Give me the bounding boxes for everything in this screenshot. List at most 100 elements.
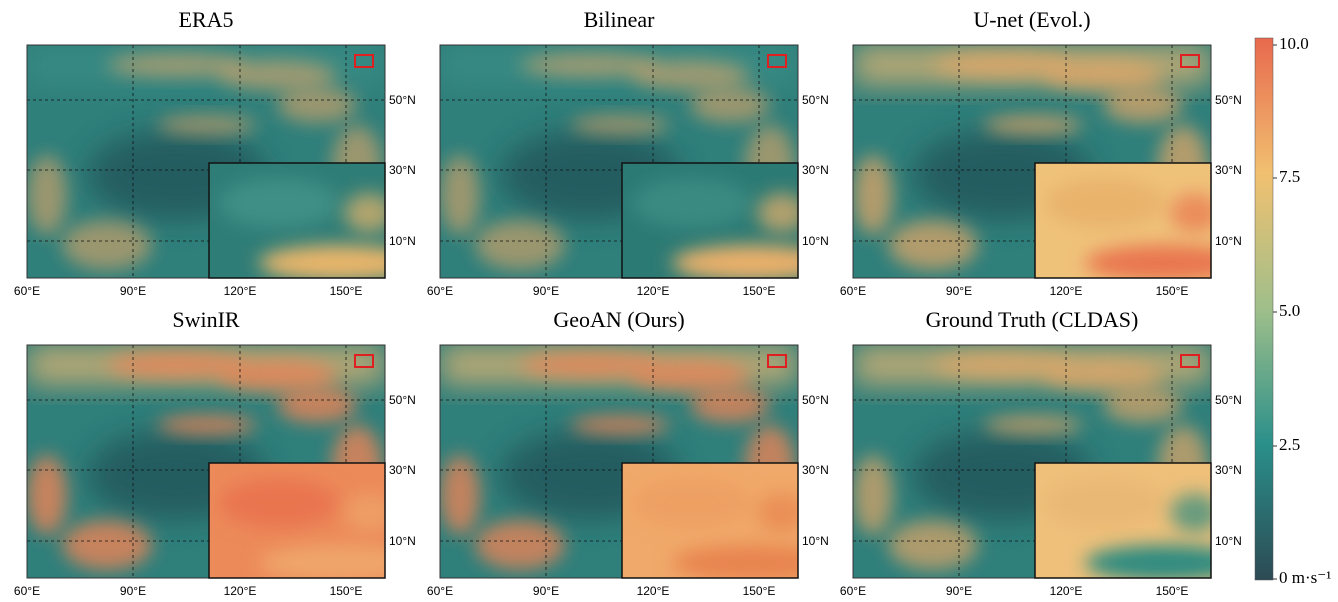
map-blob [570,115,670,135]
map-panel: GeoAN (Ours) 50°N 30°N 10°N 60°E 90°E 120°E 150… [427,307,832,598]
inset-blob [672,545,832,581]
panel-title: U-net (Evol.) [973,7,1090,32]
map-blob [440,455,480,535]
lon-label: 60°E [14,584,40,598]
panel-title: ERA5 [179,7,234,32]
colorbar-label: 2.5 [1279,435,1300,454]
map-blob [853,455,893,535]
lat-label: 30°N [1215,163,1242,177]
lat-label: 50°N [802,93,829,107]
map-blob [933,53,1073,77]
inset-blob [1085,245,1245,281]
inset-image [209,163,419,281]
inset-image [622,463,832,581]
map-blob [475,220,565,270]
lat-label: 10°N [389,534,416,548]
lon-label: 150°E [330,584,363,598]
colorbar-label: 7.5 [1279,167,1300,186]
lat-label: 50°N [802,393,829,407]
panel-title: Bilinear [584,7,656,32]
inset-blob [757,493,807,533]
lon-label: 120°E [1050,284,1083,298]
map-blob [157,415,257,435]
inset-blob [1045,178,1165,228]
inset-blob [344,493,394,533]
colorbar-label: 5.0 [1279,301,1300,320]
map-blob [983,415,1083,435]
map-blob [27,455,67,535]
lon-label: 120°E [637,584,670,598]
map-blob [983,115,1083,135]
map-panel: SwinIR 50°N 30°N 10°N 60°E 90°E 120°E 150°E [14,307,419,598]
lon-label: 120°E [1050,584,1083,598]
inset-blob [672,245,832,281]
colorbar-label: 0 m·s⁻¹ [1279,568,1331,587]
map-blob [157,115,257,135]
map-blob [62,220,152,270]
inset-blob [1045,478,1165,528]
inset-blob [259,245,419,281]
lat-label: 10°N [802,234,829,248]
lon-label: 90°E [946,584,972,598]
map-blob [277,87,357,123]
lat-label: 50°N [389,93,416,107]
lon-label: 60°E [840,284,866,298]
panel-title: SwinIR [172,307,240,332]
lon-label: 90°E [533,284,559,298]
map-blob [520,353,660,377]
colorbar-label: 10.0 [1279,34,1309,53]
inset-image [209,463,419,581]
inset-blob [344,193,394,233]
map-blob [62,520,152,570]
lon-label: 90°E [533,584,559,598]
lat-label: 30°N [802,163,829,177]
inset-blob [1085,545,1245,581]
lon-label: 150°E [1156,584,1189,598]
lon-label: 150°E [743,584,776,598]
map-blob [520,53,660,77]
lon-label: 90°E [946,284,972,298]
map-blob [888,520,978,570]
inset-blob [1170,193,1220,233]
map-panel: U-net (Evol.)50°N30°N10°N60°E90°E120°E15… [840,7,1245,298]
lon-label: 150°E [330,284,363,298]
inset-blob [1170,493,1220,533]
lat-label: 10°N [1215,234,1242,248]
map-blob [933,353,1073,377]
lat-label: 30°N [802,463,829,477]
lat-label: 50°N [1215,393,1242,407]
map-blob [853,155,893,235]
lon-label: 120°E [224,584,257,598]
lat-label: 10°N [1215,534,1242,548]
map-blob [27,155,67,235]
map-panel: ERA5 50°N 30°N 10°N 60°E 90°E 120°E 150°E [14,7,419,298]
map-blob [690,87,770,123]
lat-label: 30°N [389,463,416,477]
map-blob [690,387,770,423]
lon-label: 60°E [427,584,453,598]
lon-label: 150°E [743,284,776,298]
lat-label: 50°N [389,393,416,407]
lat-label: 30°N [1215,463,1242,477]
inset-image [1035,163,1245,281]
lon-label: 60°E [14,284,40,298]
map-blob [475,520,565,570]
lat-label: 10°N [389,234,416,248]
map-blob [107,53,247,77]
map-blob [888,220,978,270]
inset-blob [259,545,419,581]
map-blob [440,155,480,235]
lon-label: 90°E [120,284,146,298]
colorbar [1255,38,1273,580]
lat-label: 30°N [389,163,416,177]
lon-label: 120°E [224,284,257,298]
lon-label: 90°E [120,584,146,598]
panel-title: Ground Truth (CLDAS) [926,307,1139,332]
inset-blob [632,478,752,528]
inset-blob [219,178,339,228]
panel-title: GeoAN (Ours) [553,307,684,332]
lat-label: 50°N [1215,93,1242,107]
lat-label: 10°N [802,534,829,548]
